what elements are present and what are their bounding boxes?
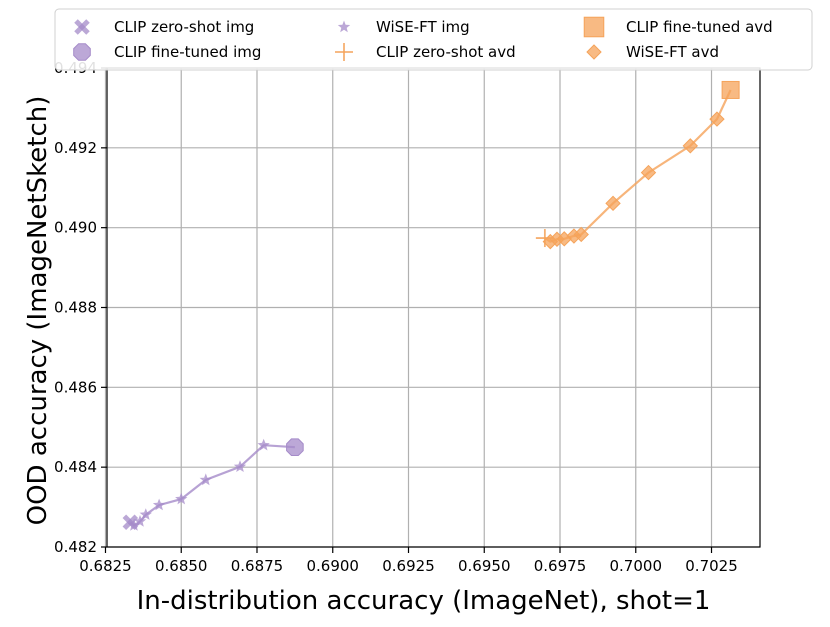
x-tick-label: 0.6925 xyxy=(382,557,435,575)
legend-marker xyxy=(586,44,602,60)
legend-marker xyxy=(337,20,351,33)
wise-ft-avd-marker xyxy=(709,111,725,127)
legend-label: CLIP zero-shot img xyxy=(114,18,254,36)
x-tick-label: 0.6825 xyxy=(79,557,132,575)
y-tick-label: 0.490 xyxy=(54,219,97,237)
wise-ft-img-marker xyxy=(233,460,247,472)
wise-ft-img-marker xyxy=(127,518,141,531)
wise-ft-avd-marker xyxy=(573,226,589,243)
legend-marker xyxy=(74,19,90,35)
legend-label: WiSE-FT avd xyxy=(626,43,719,61)
y-tick-label: 0.482 xyxy=(54,538,97,556)
y-tick-label: 0.488 xyxy=(54,299,97,317)
x-tick-label: 0.7000 xyxy=(610,557,663,575)
wise-ft-img-marker xyxy=(175,492,188,505)
clip-fine-tuned-avd-marker xyxy=(721,80,740,99)
wise-ft-avd-line xyxy=(544,89,732,243)
clip-fine-tuned-img-marker xyxy=(286,438,304,456)
legend-marker xyxy=(583,16,605,38)
wise-ft-img-marker xyxy=(133,515,147,527)
x-tick-label: 0.6975 xyxy=(534,557,587,575)
grid-lines xyxy=(104,67,760,548)
wise-ft-img-marker xyxy=(257,438,270,451)
legend-label: CLIP fine-tuned avd xyxy=(626,18,773,36)
wise-ft-img-marker xyxy=(199,473,212,486)
wise-ft-avd-marker xyxy=(640,164,657,181)
wise-ft-img-marker xyxy=(152,498,166,511)
wise-ft-avd-marker xyxy=(605,195,621,212)
wise-ft-img-line xyxy=(129,444,295,527)
legend: CLIP zero-shot img CLIP fine-tuned img WiS… xyxy=(54,8,813,71)
legend-label: CLIP zero-shot avd xyxy=(376,43,516,61)
x-axis-label: In-distribution accuracy (ImageNet), sho… xyxy=(137,586,711,616)
x-tick-label: 0.6900 xyxy=(306,557,359,575)
wise-ft-img-marker xyxy=(139,508,152,520)
y-tick-label: 0.486 xyxy=(54,378,97,396)
x-tick-label: 0.7025 xyxy=(685,557,738,575)
wise-ft-avd-marker xyxy=(682,138,699,154)
x-tick-label: 0.6850 xyxy=(155,557,208,575)
x-tick-label: 0.6875 xyxy=(231,557,284,575)
y-axis-label: OOD accuracy (ImageNetSketch) xyxy=(23,96,53,526)
legend-label: CLIP fine-tuned img xyxy=(114,43,261,61)
data-markers xyxy=(122,80,740,531)
legend-marker xyxy=(73,43,91,61)
x-tick-label: 0.6950 xyxy=(458,557,511,575)
y-tick-label: 0.484 xyxy=(54,458,97,476)
legend-marker xyxy=(335,43,353,61)
legend-label: WiSE-FT img xyxy=(376,18,470,36)
legend-box xyxy=(54,8,813,71)
y-tick-label: 0.492 xyxy=(54,139,97,157)
